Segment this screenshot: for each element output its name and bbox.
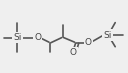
Text: O: O	[34, 33, 41, 42]
Text: O: O	[70, 48, 76, 57]
Text: Si: Si	[103, 31, 112, 40]
Text: Si: Si	[13, 33, 22, 42]
Text: O: O	[85, 38, 92, 47]
